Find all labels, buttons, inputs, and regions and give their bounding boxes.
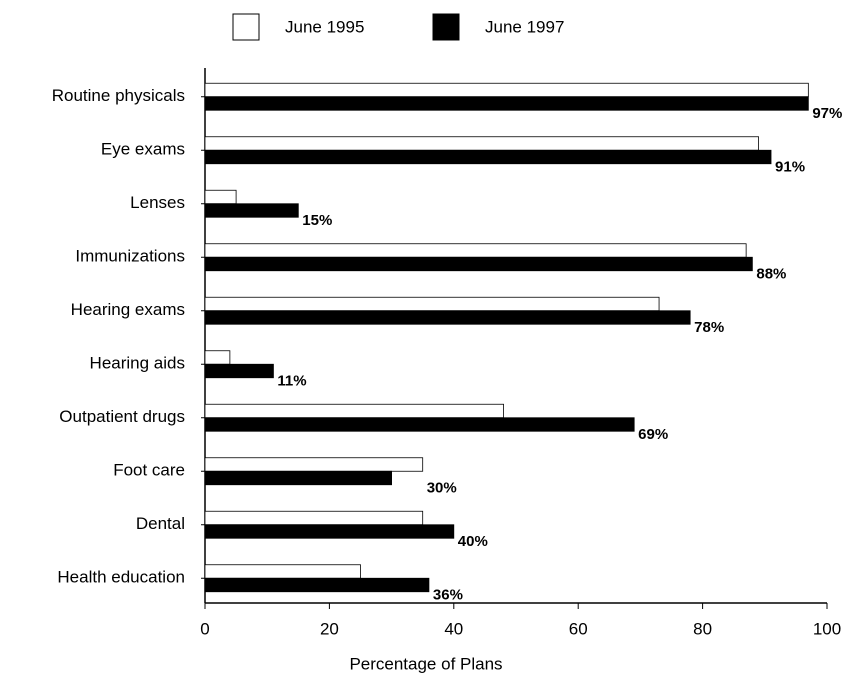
legend-label: June 1995 bbox=[285, 17, 364, 36]
bar bbox=[204, 564, 361, 579]
value-label: 36% bbox=[433, 587, 463, 604]
legend-label: June 1997 bbox=[485, 17, 564, 36]
bar bbox=[204, 149, 772, 165]
bar bbox=[204, 82, 809, 98]
y-tick-label: Health education bbox=[57, 568, 185, 587]
y-tick-label: Eye exams bbox=[101, 140, 185, 159]
value-label: 40% bbox=[458, 533, 488, 550]
value-label: 91% bbox=[775, 159, 805, 176]
y-tick-label: Dental bbox=[136, 514, 185, 533]
bar bbox=[204, 403, 504, 419]
x-tick-label: 100 bbox=[813, 619, 841, 638]
bar bbox=[204, 363, 274, 379]
bar bbox=[204, 243, 747, 258]
y-tick-label: Outpatient drugs bbox=[59, 407, 185, 426]
value-label: 78% bbox=[694, 319, 724, 336]
y-tick-label: Hearing exams bbox=[71, 300, 185, 319]
bar bbox=[204, 296, 660, 312]
bar bbox=[204, 96, 809, 111]
bar bbox=[204, 350, 231, 365]
legend-swatch bbox=[232, 13, 260, 41]
value-label: 11% bbox=[277, 373, 306, 390]
value-label: 15% bbox=[302, 212, 332, 229]
x-tick-label: 0 bbox=[200, 619, 209, 638]
y-tick-label: Lenses bbox=[130, 193, 185, 212]
bar bbox=[204, 577, 430, 593]
x-tick-label: 80 bbox=[693, 619, 712, 638]
bar bbox=[204, 203, 299, 218]
x-tick-label: 40 bbox=[444, 619, 463, 638]
bar bbox=[204, 310, 691, 325]
bar bbox=[204, 417, 635, 432]
y-tick-label: Foot care bbox=[113, 461, 185, 480]
x-tick-label: 60 bbox=[569, 619, 588, 638]
x-axis-label: Percentage of Plans bbox=[349, 654, 502, 673]
y-tick-label: Hearing aids bbox=[90, 354, 185, 373]
value-label: 69% bbox=[638, 426, 668, 443]
bar bbox=[204, 457, 424, 472]
bar bbox=[204, 136, 759, 151]
y-tick-label: Routine physicals bbox=[52, 86, 185, 105]
value-label: 88% bbox=[756, 266, 786, 283]
value-label: 30% bbox=[427, 480, 457, 497]
value-label: 97% bbox=[812, 105, 842, 122]
bar bbox=[204, 470, 393, 486]
legend-swatch bbox=[432, 13, 460, 41]
bar bbox=[204, 189, 237, 205]
y-tick-label: Immunizations bbox=[75, 247, 185, 266]
bar bbox=[204, 256, 753, 272]
bar bbox=[204, 524, 455, 539]
x-tick-label: 20 bbox=[320, 619, 339, 638]
bar bbox=[204, 510, 424, 526]
